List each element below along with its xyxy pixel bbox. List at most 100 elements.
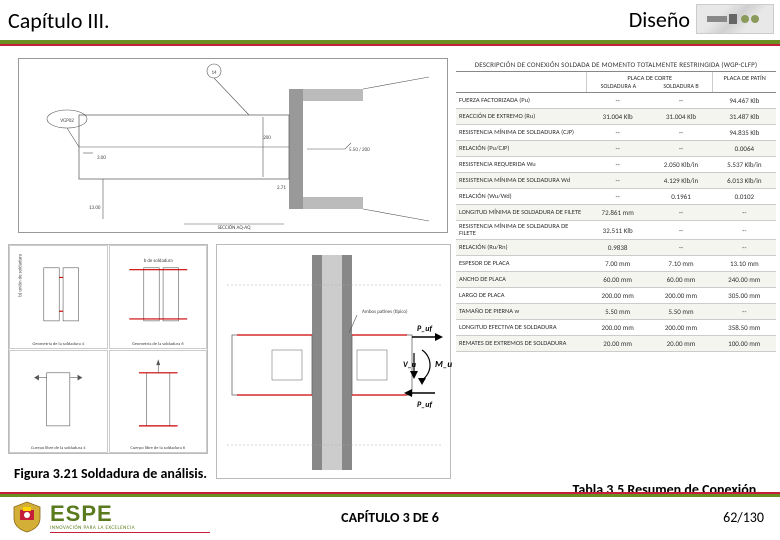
row-value: --	[586, 190, 649, 203]
row-value: --	[649, 224, 712, 237]
table-row: REACCIÓN DE EXTREMO (Ru)31.004 Klb31.004…	[456, 109, 776, 125]
row-value: 13.10 mm	[713, 257, 776, 270]
svg-text:P_uf: P_uf	[417, 400, 432, 410]
svg-text:b) unión de soldadura: b) unión de soldadura	[18, 253, 24, 296]
row-value: 2.050 Klb/in	[649, 158, 712, 171]
row-label: LONGITUD EFECTIVA DE SOLDADURA	[456, 322, 586, 333]
row-value: --	[649, 206, 712, 219]
table-row: FUERZA FACTORIZADA (Pu)----94.467 Klb	[456, 93, 776, 109]
svg-text:13.00: 13.00	[89, 205, 101, 211]
table-row: RELACIÓN (Wu/Wd)--0.19610.0102	[456, 189, 776, 205]
row-label: RESISTENCIA REQUERIDA Wu	[456, 159, 586, 170]
svg-text:b de soldadura: b de soldadura	[143, 258, 173, 264]
shield-icon	[10, 500, 44, 534]
row-label: REMATES DE EXTREMOS DE SOLDADURA	[456, 338, 586, 349]
row-value: --	[586, 94, 649, 107]
col-group-patin: PLACA DE PATÍN	[713, 72, 776, 92]
row-value: 200.00 mm	[586, 321, 649, 334]
connection-summary-table: DESCRIPCIÓN DE CONEXIÓN SOLDADA DE MOMEN…	[456, 58, 776, 352]
svg-text:Ambos patines (típico): Ambos patines (típico)	[362, 308, 408, 315]
row-value: --	[713, 206, 776, 219]
row-value: 240.00 mm	[713, 273, 776, 286]
cell-caption: Cuerpo libre de la soldadura 4	[12, 446, 105, 451]
table-row: TAMAÑO DE PIERNA w5.50 mm5.50 mm--	[456, 304, 776, 320]
row-value: 7.10 mm	[649, 257, 712, 270]
svg-text:200: 200	[263, 135, 271, 141]
section-title: Diseño	[629, 6, 690, 33]
chapter-title: Capítulo III.	[8, 7, 110, 34]
row-label: LARGO DE PLACA	[456, 290, 586, 301]
row-value: 60.00 mm	[586, 273, 649, 286]
drawing-weld-geometry-grid: b) unión de soldadura Geometría de la so…	[8, 244, 208, 454]
table-row: ANCHO DE PLACA60.00 mm60.00 mm240.00 mm	[456, 272, 776, 288]
logo-text: ESPE	[50, 501, 210, 527]
row-value: 200.00 mm	[586, 289, 649, 302]
row-value: 100.00 mm	[713, 337, 776, 350]
espe-logo: ESPE INNOVACIÓN PARA LA EXCELENCIA	[10, 499, 240, 535]
svg-text:M_u: M_u	[435, 359, 452, 370]
row-label: LONGITUD MÍNIMA DE SOLDADURA DE FILETE	[456, 207, 586, 218]
row-label: REACCIÓN DE EXTREMO (Ru)	[456, 111, 586, 122]
drawing-cell-free-a: Cuerpo libre de la soldadura 4	[9, 350, 108, 454]
svg-text:V_u: V_u	[403, 360, 417, 370]
slide-content: VGP02 14 3.00 200 2.71 5.50 / 200 13.00 …	[0, 52, 780, 472]
svg-text:5.50 / 200: 5.50 / 200	[349, 147, 370, 153]
drawing-section-aq: VGP02 14 3.00 200 2.71 5.50 / 200 13.00 …	[18, 58, 448, 233]
svg-text:P_uf: P_uf	[417, 324, 432, 334]
table-header-row: PLACA DE CORTE SOLDADURA A SOLDADURA B P…	[456, 72, 776, 93]
row-value: --	[649, 241, 712, 254]
table-row: RELACIÓN (Ru/Rn)0.9838----	[456, 240, 776, 256]
svg-text:SECCIÓN AQ-AQ: SECCIÓN AQ-AQ	[218, 224, 252, 231]
header-thumbnail	[696, 4, 774, 34]
row-value: 0.0102	[713, 190, 776, 203]
row-label: RELACIÓN (Wu/Wd)	[456, 191, 586, 202]
row-value: 5.50 mm	[586, 305, 649, 318]
row-label: RESISTENCIA MÍNIMA DE SOLDADURA DE FILET…	[456, 221, 586, 239]
row-label: RELACIÓN (Pu/CJP)	[456, 143, 586, 154]
row-label: ANCHO DE PLACA	[456, 274, 586, 285]
figure-caption: Figura 3.21 Soldadura de análisis.	[14, 465, 207, 482]
svg-text:VGP02: VGP02	[60, 118, 74, 124]
row-value: 31.004 Klb	[586, 110, 649, 123]
row-value: --	[649, 142, 712, 155]
table-row: LONGITUD MÍNIMA DE SOLDADURA DE FILETE72…	[456, 205, 776, 221]
row-label: ESPESOR DE PLACA	[456, 258, 586, 269]
table-row: LARGO DE PLACA200.00 mm200.00 mm305.00 m…	[456, 288, 776, 304]
row-value: 200.00 mm	[649, 321, 712, 334]
row-value: 200.00 mm	[649, 289, 712, 302]
table-row: RESISTENCIA MÍNIMA DE SOLDADURA DE FILET…	[456, 221, 776, 240]
row-value: 94.467 Klb	[713, 94, 776, 107]
svg-text:2.71: 2.71	[277, 185, 286, 191]
row-label: RELACIÓN (Ru/Rn)	[456, 242, 586, 253]
table-title: DESCRIPCIÓN DE CONEXIÓN SOLDADA DE MOMEN…	[456, 58, 776, 72]
table-row: RESISTENCIA MÍNIMA DE SOLDADURA (CJP)---…	[456, 125, 776, 141]
row-label: RESISTENCIA MÍNIMA DE SOLDADURA Wd	[456, 175, 586, 186]
row-value: --	[586, 158, 649, 171]
table-row: REMATES DE EXTREMOS DE SOLDADURA20.00 mm…	[456, 336, 776, 352]
table-row: ESPESOR DE PLACA7.00 mm7.10 mm13.10 mm	[456, 256, 776, 272]
page-number: 62/130	[723, 509, 764, 526]
drawing-cell-geom-a: b) unión de soldadura Geometría de la so…	[9, 245, 108, 349]
cell-caption: Geometría de la soldadura 6	[112, 342, 205, 347]
col-group-corte: PLACA DE CORTE	[587, 74, 712, 82]
row-value: 0.9838	[586, 241, 649, 254]
svg-text:3.00: 3.00	[97, 155, 106, 161]
row-value: 20.00 mm	[586, 337, 649, 350]
row-value: 94.835 Klb	[713, 126, 776, 139]
drawing-cell-free-b: Cuerpo libre de la soldadura 6	[109, 350, 208, 454]
table-row: RESISTENCIA REQUERIDA Wu--2.050 Klb/in5.…	[456, 157, 776, 173]
row-value: --	[586, 142, 649, 155]
row-value: 7.00 mm	[586, 257, 649, 270]
row-value: 305.00 mm	[713, 289, 776, 302]
row-value: --	[586, 174, 649, 187]
table-row: LONGITUD EFECTIVA DE SOLDADURA200.00 mm2…	[456, 320, 776, 336]
table-row: RESISTENCIA MÍNIMA DE SOLDADURA Wd--4.12…	[456, 173, 776, 189]
row-value: 5.50 mm	[649, 305, 712, 318]
table-row: RELACIÓN (Pu/CJP)----0.0064	[456, 141, 776, 157]
row-label: TAMAÑO DE PIERNA w	[456, 306, 586, 317]
row-value: --	[713, 224, 776, 237]
row-value: --	[586, 126, 649, 139]
cell-caption: Cuerpo libre de la soldadura 6	[112, 446, 205, 451]
drawing-connection-forces: Ambos patines (típico) P_uf P_uf M_u V_u	[216, 244, 451, 479]
row-value: --	[649, 126, 712, 139]
